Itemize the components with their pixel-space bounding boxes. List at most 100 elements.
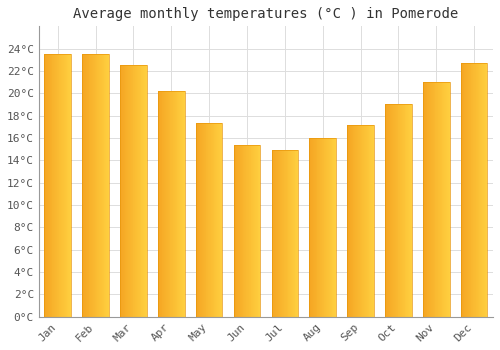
Bar xyxy=(476,63,477,317)
Bar xyxy=(84,54,85,317)
Bar xyxy=(324,138,326,317)
Bar xyxy=(176,91,178,317)
Bar xyxy=(318,138,319,317)
Bar xyxy=(461,63,462,317)
Bar xyxy=(60,54,62,317)
Bar xyxy=(358,125,359,317)
Bar xyxy=(137,65,138,317)
Bar xyxy=(241,145,242,317)
Bar xyxy=(122,65,123,317)
Bar xyxy=(350,125,351,317)
Bar xyxy=(274,150,275,317)
Bar xyxy=(216,124,217,317)
Bar xyxy=(372,125,373,317)
Bar xyxy=(255,145,256,317)
Bar xyxy=(393,105,394,317)
Bar xyxy=(135,65,136,317)
Bar xyxy=(175,91,176,317)
Bar xyxy=(182,91,183,317)
Bar xyxy=(486,63,488,317)
Bar xyxy=(390,105,392,317)
Bar xyxy=(47,54,48,317)
Bar xyxy=(246,145,247,317)
Bar xyxy=(209,124,210,317)
Bar xyxy=(474,63,475,317)
Bar xyxy=(467,63,468,317)
Bar xyxy=(181,91,182,317)
Bar xyxy=(94,54,96,317)
Bar xyxy=(202,124,203,317)
Bar xyxy=(128,65,129,317)
Title: Average monthly temperatures (°C ) in Pomerode: Average monthly temperatures (°C ) in Po… xyxy=(74,7,458,21)
Bar xyxy=(276,150,277,317)
Bar xyxy=(360,125,362,317)
Bar xyxy=(140,65,141,317)
Bar xyxy=(351,125,352,317)
Bar xyxy=(131,65,132,317)
Bar xyxy=(82,54,109,317)
Bar xyxy=(292,150,293,317)
Bar xyxy=(165,91,166,317)
Bar xyxy=(96,54,98,317)
Bar xyxy=(473,63,474,317)
Bar xyxy=(275,150,276,317)
Bar xyxy=(330,138,332,317)
Bar xyxy=(296,150,297,317)
Bar xyxy=(482,63,483,317)
Bar xyxy=(362,125,363,317)
Bar xyxy=(387,105,388,317)
Bar xyxy=(142,65,143,317)
Bar xyxy=(373,125,374,317)
Bar xyxy=(108,54,109,317)
Bar xyxy=(214,124,216,317)
Bar xyxy=(201,124,202,317)
Bar xyxy=(179,91,180,317)
Bar xyxy=(444,82,445,317)
Bar xyxy=(408,105,409,317)
Bar xyxy=(145,65,146,317)
Bar xyxy=(130,65,131,317)
Bar xyxy=(244,145,245,317)
Bar xyxy=(86,54,87,317)
Bar xyxy=(82,54,83,317)
Bar xyxy=(436,82,437,317)
Bar xyxy=(166,91,167,317)
Bar xyxy=(136,65,137,317)
Bar xyxy=(386,105,387,317)
Bar xyxy=(356,125,357,317)
Bar xyxy=(99,54,100,317)
Bar xyxy=(238,145,239,317)
Bar xyxy=(481,63,482,317)
Bar xyxy=(432,82,434,317)
Bar xyxy=(475,63,476,317)
Bar xyxy=(203,124,204,317)
Bar xyxy=(143,65,144,317)
Bar xyxy=(162,91,164,317)
Bar xyxy=(291,150,292,317)
Bar xyxy=(286,150,288,317)
Bar xyxy=(212,124,214,317)
Bar xyxy=(234,145,260,317)
Bar xyxy=(91,54,92,317)
Bar xyxy=(401,105,402,317)
Bar xyxy=(211,124,212,317)
Bar xyxy=(124,65,126,317)
Bar xyxy=(253,145,254,317)
Bar xyxy=(411,105,412,317)
Bar xyxy=(245,145,246,317)
Bar xyxy=(352,125,354,317)
Bar xyxy=(293,150,294,317)
Bar xyxy=(160,91,162,317)
Bar xyxy=(277,150,278,317)
Bar xyxy=(319,138,320,317)
Bar xyxy=(461,63,487,317)
Bar xyxy=(368,125,370,317)
Bar xyxy=(406,105,408,317)
Bar xyxy=(480,63,481,317)
Bar xyxy=(52,54,54,317)
Bar xyxy=(98,54,99,317)
Bar xyxy=(247,145,248,317)
Bar xyxy=(316,138,318,317)
Bar xyxy=(409,105,410,317)
Bar xyxy=(248,145,249,317)
